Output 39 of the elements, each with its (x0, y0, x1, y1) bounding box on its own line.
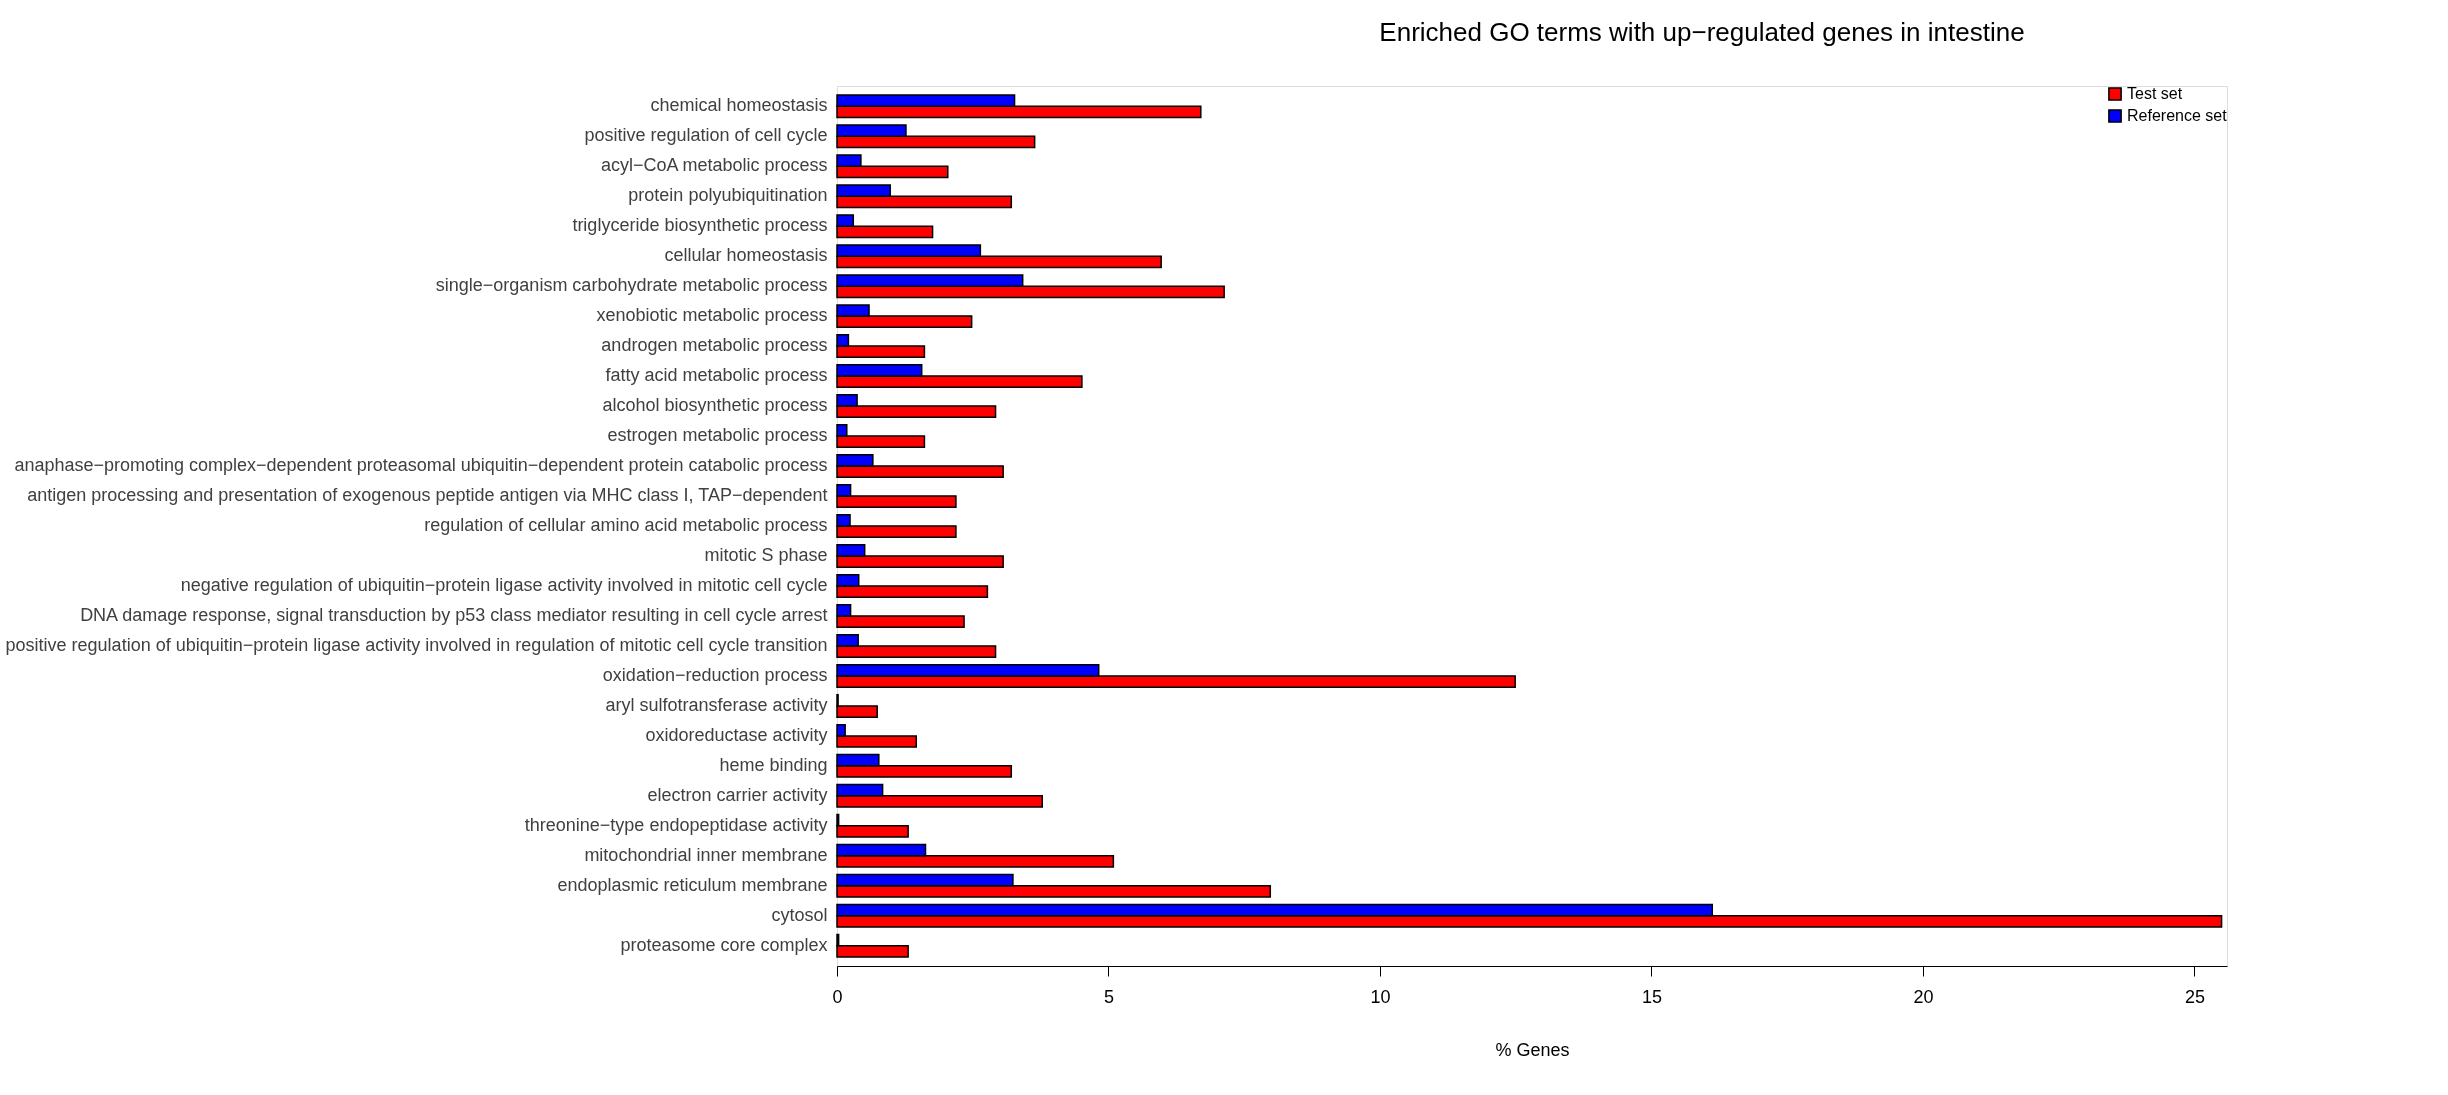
y-tick-label: single−organism carbohydrate metabolic process (435, 275, 828, 296)
y-tick-label: negative regulation of ubiquitin−protein ligase activity involved in mitotic cell cycle (180, 574, 828, 595)
y-tick-label: oxidoreductase activity (645, 724, 828, 745)
y-tick-label: fatty acid metabolic process (605, 365, 828, 386)
x-tick-label: 20 (1913, 986, 1934, 1007)
x-tick-label: 15 (1641, 986, 1662, 1007)
legend-label: Reference set (2127, 107, 2228, 124)
y-tick-label: positive regulation of cell cycle (584, 125, 828, 146)
y-tick-label: electron carrier activity (647, 784, 828, 805)
chart-title: Enriched GO terms with up−regulated genes in intestine (1379, 17, 2025, 47)
x-tick-label: 25 (2184, 986, 2205, 1007)
y-tick-label: endoplasmic reticulum membrane (557, 874, 828, 895)
y-tick-label: DNA damage response, signal transduction by p53 class mediator resulting in cell cycle arrest (80, 604, 828, 625)
y-tick-label: estrogen metabolic process (607, 425, 828, 446)
y-tick-label: oxidation−reduction process (602, 664, 828, 685)
y-tick-label: antigen processing and presentation of exogenous peptide antigen via MHC class I, TAP−dependent (27, 485, 828, 506)
y-tick-label: heme binding (719, 754, 828, 775)
y-tick-label: aryl sulfotransferase activity (605, 694, 828, 715)
y-tick-label: cellular homeostasis (664, 245, 828, 266)
y-tick-label: proteasome core complex (620, 934, 828, 955)
y-tick-label: anaphase−promoting complex−dependent proteasomal ubiquitin−dependent protein catabolic process (14, 455, 828, 476)
y-tick-label: triglyceride biosynthetic process (572, 215, 828, 236)
y-tick-label: mitotic S phase (704, 544, 828, 565)
x-tick-label: 10 (1370, 986, 1391, 1007)
y-tick-label: positive regulation of ubiquitin−protein ligase activity involved in regulation of mitotic cell cycle transition (5, 634, 828, 655)
x-tick-label: 0 (832, 986, 843, 1007)
y-tick-label: protein polyubiquitination (628, 185, 828, 206)
y-tick-label: alcohol biosynthetic process (602, 395, 828, 416)
x-axis-title: % Genes (1495, 1039, 1570, 1060)
y-tick-label: chemical homeostasis (650, 95, 828, 116)
y-tick-label: regulation of cellular amino acid metabolic process (424, 515, 828, 535)
y-tick-label: cytosol (771, 904, 828, 925)
y-tick-label: mitochondrial inner membrane (584, 844, 828, 865)
y-tick-label: androgen metabolic process (601, 335, 828, 356)
y-tick-label: acyl−CoA metabolic process (600, 155, 828, 176)
y-tick-label: xenobiotic metabolic process (596, 305, 828, 326)
y-tick-label: threonine−type endopeptidase activity (524, 814, 828, 835)
legend-label: Test set (2127, 85, 2183, 102)
x-tick-label: 5 (1103, 986, 1114, 1007)
